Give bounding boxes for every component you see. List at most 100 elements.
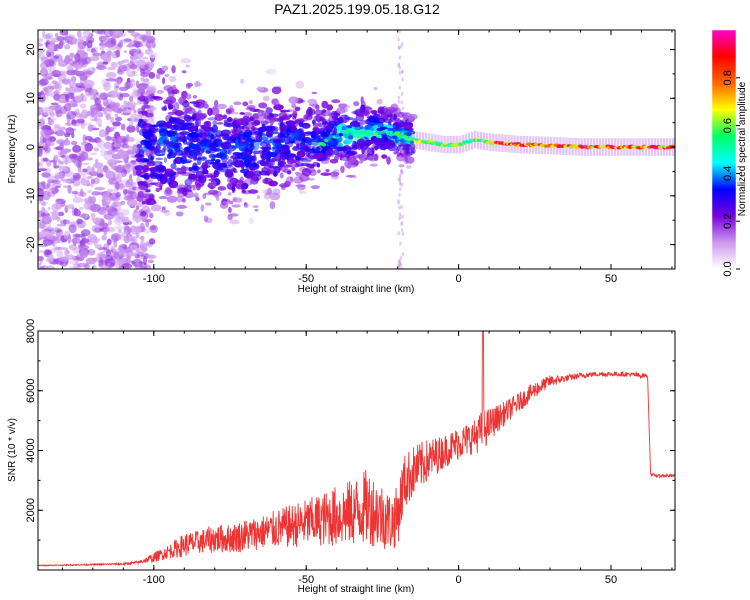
spectrogram-blob	[174, 110, 184, 116]
spectrogram-blob	[96, 173, 104, 178]
spectrogram-blob	[168, 175, 175, 183]
spectrogram-blob	[214, 99, 219, 108]
spectrogram-blob	[110, 246, 115, 253]
spectrogram-blob	[238, 143, 246, 152]
spectrogram-blob	[66, 204, 75, 210]
spectrogram-blob	[163, 156, 168, 164]
spectrogram-blob	[105, 71, 117, 79]
spectrogram-blob	[143, 105, 151, 109]
spectrogram-blob	[351, 110, 359, 115]
spectrogram-blob	[77, 243, 86, 249]
spectrogram-blob	[227, 182, 233, 188]
spectrogram-blob	[107, 263, 111, 266]
spectrogram-blob	[45, 49, 49, 56]
spectrogram-blob	[322, 125, 333, 131]
spectrogram-ridge-blob	[338, 132, 344, 137]
spectrogram-blob	[85, 242, 95, 245]
spectrogram-blob	[309, 148, 316, 152]
spectrogram-blob	[285, 120, 297, 126]
spectrogram-blob	[139, 34, 149, 41]
spectrogram-blob	[306, 114, 313, 121]
spectrogram-blob	[184, 183, 189, 192]
spectrogram-blob	[70, 140, 78, 146]
spectrogram-blob	[400, 182, 404, 187]
spectrogram-blob	[317, 120, 321, 127]
spectrogram-blob	[136, 143, 142, 148]
spectrogram-blob	[182, 198, 186, 203]
spectrogram-blob	[126, 134, 130, 140]
spectrogram-blob	[136, 59, 147, 69]
spectrogram-blob	[166, 129, 177, 138]
spectrogram-blob	[216, 195, 220, 202]
x-tick-label: 50	[605, 273, 617, 285]
spectrogram-blob	[177, 170, 187, 175]
spectrogram-blob	[336, 107, 346, 114]
spectrogram-blob	[360, 96, 364, 104]
spectrogram-blob	[252, 150, 262, 155]
spectrogram-blob	[161, 65, 169, 72]
spectrogram-blob	[397, 95, 400, 100]
spectrogram-blob	[65, 122, 72, 126]
spectrogram-blob	[55, 129, 65, 137]
spectrogram-blob	[401, 252, 405, 257]
spectrogram-blob	[321, 146, 327, 150]
spectrogram-blob	[383, 118, 393, 124]
spectrogram-blob	[51, 179, 61, 184]
spectrogram-blob	[115, 181, 120, 191]
spectrogram-blob	[398, 205, 401, 210]
spectrogram-blob	[60, 106, 68, 115]
spectrogram-blob	[145, 189, 151, 193]
spectrogram-blob	[69, 40, 73, 45]
spectrogram-blob	[345, 117, 354, 121]
spectrogram-blob	[127, 228, 132, 234]
spectrogram-blob	[264, 177, 269, 184]
spectrogram-blob	[97, 251, 107, 260]
spectrogram-blob	[128, 42, 134, 48]
spectrogram-blob	[278, 143, 283, 151]
spectrogram-blob	[361, 146, 372, 155]
spectrogram-blob	[38, 168, 48, 172]
spectrogram-blob	[235, 139, 239, 148]
spectrogram-blob	[82, 168, 88, 173]
spectrogram-blob	[104, 108, 112, 117]
spectrogram-blob	[393, 151, 397, 155]
spectrogram-blob	[388, 117, 393, 122]
spectrogram-blob	[74, 112, 83, 118]
spectrogram-blob	[105, 170, 116, 180]
spectrogram-blob	[151, 136, 158, 144]
spectrogram-blob	[301, 168, 312, 177]
spectrogram-blob	[209, 147, 218, 151]
spectrogram-blob	[163, 139, 170, 145]
spectrogram-blob	[65, 95, 69, 101]
spectrogram-blob	[249, 141, 254, 147]
spectrogram-blob	[82, 35, 93, 41]
spectrogram-blob	[397, 231, 400, 236]
spectrogram-blob	[399, 255, 403, 260]
spectrogram-blob	[166, 86, 178, 95]
spectrogram-blob	[86, 179, 90, 187]
spectrogram-blob	[349, 120, 361, 127]
spectrogram-blob	[263, 193, 271, 200]
spectrogram-blob	[386, 156, 391, 165]
spectrogram-blob	[405, 148, 409, 155]
spectrogram-blob	[168, 117, 175, 123]
spectrogram-blob	[233, 160, 244, 168]
spectrogram-blob	[66, 38, 74, 41]
spectrogram-blob	[70, 259, 79, 266]
spectrogram-blob	[38, 161, 45, 166]
spectrogram-blob	[201, 157, 206, 160]
spectrogram-blob	[122, 138, 128, 143]
spectrogram-blob	[138, 185, 145, 190]
y-tick-label: -10	[25, 188, 37, 204]
spectrogram-blob	[289, 153, 294, 161]
spectrogram-blob	[144, 95, 153, 102]
spectrogram-blob	[173, 102, 180, 111]
spectrogram-blob	[150, 170, 160, 174]
spectrogram-blob	[53, 165, 60, 169]
spectrogram-blob	[400, 100, 403, 105]
spectrogram-blob	[148, 153, 155, 161]
spectrogram-blob	[288, 96, 299, 104]
spectrogram-blob	[129, 57, 138, 65]
spectrogram-blob	[91, 191, 101, 196]
spectrogram-blob	[195, 196, 200, 202]
